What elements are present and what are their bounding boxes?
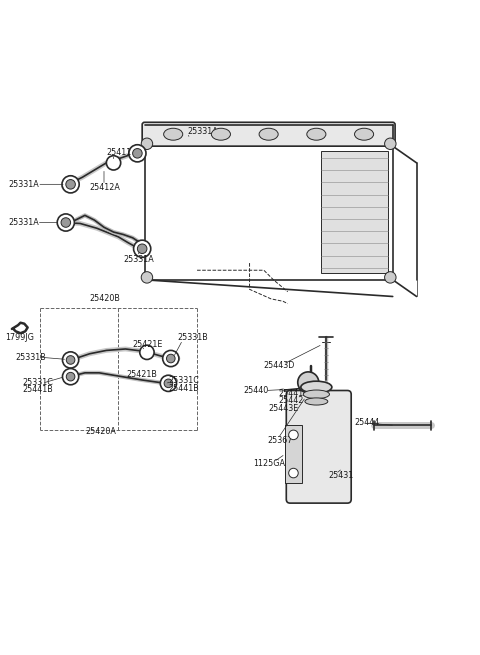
- Ellipse shape: [307, 128, 326, 140]
- Text: 25421B: 25421B: [126, 370, 157, 379]
- Text: 25412A: 25412A: [90, 183, 120, 192]
- Circle shape: [137, 244, 147, 253]
- Circle shape: [288, 468, 298, 478]
- Circle shape: [288, 430, 298, 440]
- Text: 25331A: 25331A: [188, 127, 218, 136]
- Text: 25331A: 25331A: [9, 180, 39, 189]
- Circle shape: [62, 176, 79, 193]
- Ellipse shape: [211, 128, 230, 140]
- Text: 25367: 25367: [268, 436, 293, 445]
- Circle shape: [66, 179, 75, 189]
- Text: 1125GA: 1125GA: [253, 459, 286, 468]
- Text: 25411: 25411: [107, 148, 132, 157]
- Text: 25443E: 25443E: [269, 404, 299, 413]
- Ellipse shape: [164, 128, 183, 140]
- Ellipse shape: [355, 128, 373, 140]
- Text: 25420A: 25420A: [85, 427, 116, 436]
- Circle shape: [384, 272, 396, 283]
- Text: 25331C: 25331C: [168, 377, 199, 385]
- Text: 25442: 25442: [278, 396, 303, 405]
- Circle shape: [141, 272, 153, 283]
- Circle shape: [129, 145, 146, 162]
- Text: 25331A: 25331A: [9, 218, 39, 227]
- Bar: [285, 425, 302, 483]
- Bar: [321, 151, 388, 272]
- Text: 25441B: 25441B: [168, 384, 199, 392]
- Circle shape: [61, 217, 71, 227]
- Circle shape: [66, 372, 75, 381]
- Text: 25331B: 25331B: [177, 333, 208, 343]
- Circle shape: [140, 345, 154, 360]
- Circle shape: [384, 138, 396, 149]
- Circle shape: [62, 369, 79, 384]
- Text: 25440: 25440: [244, 386, 269, 395]
- Ellipse shape: [305, 398, 328, 405]
- Text: 25331C: 25331C: [23, 378, 54, 387]
- Ellipse shape: [303, 390, 329, 399]
- Text: 25444: 25444: [355, 419, 380, 428]
- Text: 25331B: 25331B: [16, 352, 47, 362]
- FancyBboxPatch shape: [142, 122, 395, 146]
- Text: 25420B: 25420B: [90, 294, 120, 303]
- Circle shape: [164, 379, 173, 388]
- Text: 25443D: 25443D: [263, 361, 294, 370]
- Text: 1799JG: 1799JG: [5, 333, 34, 343]
- Circle shape: [62, 352, 79, 368]
- Circle shape: [132, 149, 142, 158]
- Text: 25331A: 25331A: [123, 255, 154, 264]
- Text: 25441B: 25441B: [23, 385, 54, 394]
- Circle shape: [141, 138, 153, 149]
- FancyBboxPatch shape: [286, 390, 351, 503]
- Circle shape: [66, 356, 75, 364]
- Ellipse shape: [259, 128, 278, 140]
- Circle shape: [107, 156, 120, 170]
- Circle shape: [160, 375, 177, 392]
- Text: 25431: 25431: [328, 471, 354, 480]
- Text: 25441A: 25441A: [278, 389, 309, 398]
- Circle shape: [163, 350, 179, 367]
- Text: 25421E: 25421E: [132, 340, 163, 348]
- Ellipse shape: [301, 381, 332, 393]
- Circle shape: [298, 372, 319, 393]
- Circle shape: [57, 214, 74, 231]
- Circle shape: [133, 240, 151, 257]
- Circle shape: [167, 354, 175, 363]
